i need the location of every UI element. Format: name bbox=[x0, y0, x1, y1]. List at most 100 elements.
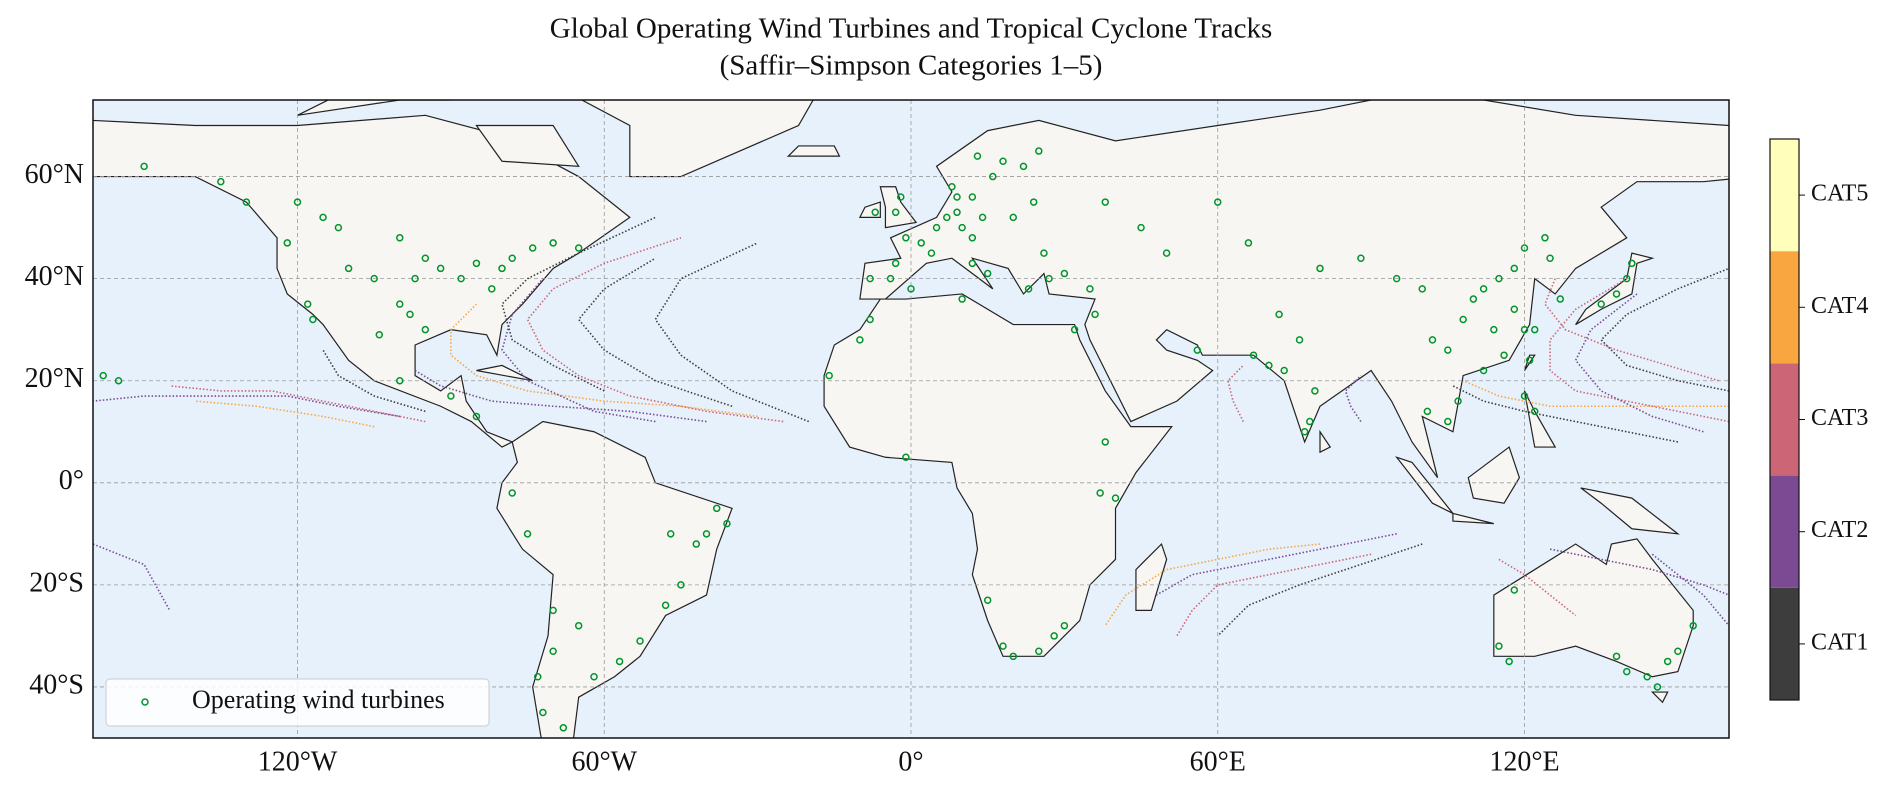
legend-marker bbox=[141, 698, 149, 706]
turbine-point bbox=[1510, 586, 1519, 594]
turbine-point bbox=[1612, 290, 1621, 298]
cyclone-track bbox=[322, 349, 426, 413]
turbine-point bbox=[421, 325, 430, 334]
turbine-point bbox=[1490, 325, 1498, 334]
turbine-point bbox=[1096, 489, 1104, 497]
turbine-point bbox=[907, 285, 915, 293]
turbine-point bbox=[1510, 264, 1519, 273]
turbine-point bbox=[1556, 295, 1565, 303]
turbine-point bbox=[943, 213, 951, 222]
turbine-point bbox=[692, 540, 701, 548]
turbine-point bbox=[1495, 642, 1503, 650]
turbine-point bbox=[968, 234, 977, 242]
x-tick-label: 120°E bbox=[1489, 746, 1559, 777]
turbine-point bbox=[1244, 239, 1253, 247]
colorbar-segment bbox=[1770, 475, 1799, 588]
turbine-point bbox=[303, 300, 312, 308]
turbine-point bbox=[590, 673, 598, 681]
turbine-point bbox=[574, 621, 583, 630]
turbine-point bbox=[99, 371, 107, 380]
land-layer bbox=[93, 100, 1729, 738]
turbine-point bbox=[983, 596, 992, 604]
turbine-point bbox=[666, 530, 675, 538]
turbine-point bbox=[457, 274, 465, 283]
turbine-point bbox=[344, 264, 353, 273]
turbine-point bbox=[1295, 336, 1304, 344]
turbine-point bbox=[932, 223, 941, 232]
turbine-layer bbox=[99, 147, 1697, 732]
landmass bbox=[1452, 512, 1494, 525]
colorbar-label: CAT4 bbox=[1811, 293, 1868, 319]
turbine-point bbox=[1674, 647, 1682, 655]
landmass bbox=[1467, 446, 1521, 504]
y-tick-label: 20°S bbox=[29, 567, 84, 598]
colorbar-segment bbox=[1770, 363, 1799, 476]
turbine-point bbox=[1423, 407, 1432, 416]
turbine-point bbox=[1500, 351, 1508, 359]
legend: Operating wind turbines bbox=[105, 678, 490, 727]
colorbar-label: CAT5 bbox=[1811, 181, 1868, 207]
turbine-point bbox=[472, 259, 481, 268]
turbine-point bbox=[615, 657, 624, 666]
turbine-point bbox=[1040, 249, 1048, 257]
landmass bbox=[1493, 538, 1694, 678]
cyclone-tracks bbox=[93, 216, 1729, 637]
cyclone-track bbox=[1498, 558, 1577, 617]
turbine-point bbox=[1469, 295, 1478, 303]
turbine-point bbox=[498, 264, 506, 273]
turbine-point bbox=[1019, 162, 1028, 171]
turbine-point bbox=[1111, 494, 1120, 502]
turbine-point bbox=[1479, 285, 1488, 293]
turbine-point bbox=[1454, 397, 1462, 405]
colorbar-frame bbox=[1769, 138, 1800, 701]
cyclone-track bbox=[1156, 533, 1397, 596]
turbine-point bbox=[549, 239, 557, 247]
turbine-point bbox=[1162, 249, 1171, 257]
turbine-point bbox=[891, 208, 900, 217]
cyclone-track bbox=[1452, 385, 1679, 443]
turbine-point bbox=[1193, 346, 1202, 354]
turbine-point bbox=[958, 223, 966, 232]
turbine-point bbox=[396, 376, 404, 385]
cyclone-track bbox=[1549, 277, 1729, 423]
turbine-point bbox=[891, 259, 900, 268]
turbine-point bbox=[856, 336, 864, 344]
colorbar-label: CAT1 bbox=[1811, 629, 1868, 655]
turbine-point bbox=[293, 198, 302, 206]
colorbar: CAT1 CAT2 CAT3 CAT4 CAT5 bbox=[1769, 138, 1868, 701]
turbine-point bbox=[436, 264, 445, 273]
turbine-point bbox=[1035, 147, 1043, 155]
turbine-point bbox=[319, 213, 327, 222]
turbine-point bbox=[866, 315, 874, 324]
turbine-point bbox=[1249, 351, 1258, 359]
turbine-point bbox=[242, 198, 251, 206]
turbine-point bbox=[1306, 417, 1314, 426]
turbine-point bbox=[1091, 310, 1099, 319]
turbine-point bbox=[1060, 621, 1069, 630]
turbine-point bbox=[559, 724, 568, 732]
turbine-point bbox=[574, 244, 583, 252]
landmass bbox=[496, 420, 733, 738]
turbine-point bbox=[375, 331, 384, 339]
colorbar-segment bbox=[1770, 139, 1799, 252]
turbine-point bbox=[1214, 198, 1222, 206]
landmass bbox=[1575, 252, 1655, 326]
turbine-point bbox=[1428, 336, 1437, 344]
turbine-point bbox=[447, 392, 455, 400]
turbine-point bbox=[549, 606, 557, 615]
turbine-point bbox=[1444, 417, 1452, 426]
landmass bbox=[786, 145, 841, 157]
x-tick-label: 60°E bbox=[1190, 746, 1246, 777]
turbine-point bbox=[1541, 234, 1549, 242]
turbine-point bbox=[1300, 428, 1309, 436]
landmass bbox=[879, 186, 918, 229]
turbine-point bbox=[1060, 269, 1069, 278]
landmass bbox=[1135, 542, 1168, 612]
turbine-point bbox=[1505, 657, 1513, 666]
map-frame bbox=[92, 99, 1730, 739]
turbine-point bbox=[370, 274, 378, 283]
cyclone-track bbox=[1176, 553, 1372, 637]
turbine-point bbox=[1689, 621, 1697, 630]
turbine-point bbox=[1316, 264, 1324, 273]
